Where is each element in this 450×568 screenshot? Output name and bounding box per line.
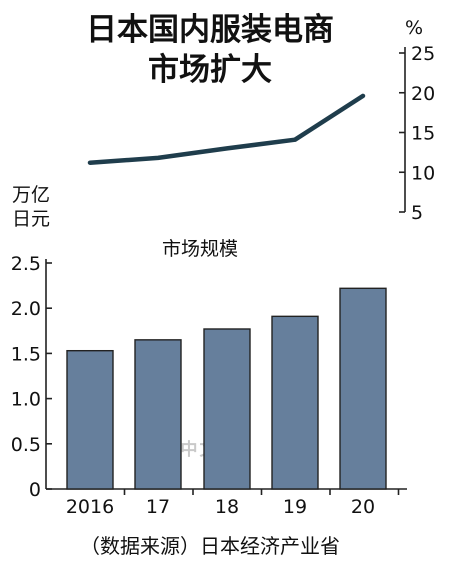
bar-x-tick-label: 18 [215,496,239,518]
bar-chart: 0 0.5 1.0 1.5 2.0 2.5 2016 17 18 19 20 [11,253,407,518]
bar [271,315,319,490]
line-y-tick-label: 15 [411,123,435,145]
bar-y-tick-label: 2.5 [11,253,41,275]
line-y-tick-label: 25 [411,43,435,65]
source-note: （数据来源）日本经济产业省 [80,534,340,558]
line-y-tick-label: 10 [411,162,435,184]
bar-y-tick-label: 1.5 [11,343,41,365]
line-unit-label: % [405,17,423,39]
bar-y-tick-label: 0.5 [11,434,41,456]
line-y-tick-label: 5 [411,202,423,224]
line-series [87,93,366,165]
line-chart: 5 10 15 20 25 [87,43,435,224]
bar [339,287,387,490]
line-y-tick-label: 20 [411,83,435,105]
bar [203,328,251,490]
chart-title-line-1: 日本国内服装电商 [86,12,334,48]
bar-unit-label-line-1: 万亿 [12,184,50,206]
bar-x-tick-label: 2016 [66,496,114,518]
chart-title-line-2: 市场扩大 [148,52,272,88]
bar-y-tick-label: 2.0 [11,298,41,320]
bar-y-tick-label: 1.0 [11,389,41,411]
bar-x-tick-label: 20 [351,496,375,518]
bar [66,349,114,490]
bar-unit-label-line-2: 日元 [12,208,50,230]
bar-chart-title: 市场规模 [162,238,238,260]
bar-x-tick-label: 17 [146,496,170,518]
bar-y-tick-label: 0 [29,479,41,501]
bar [134,339,182,490]
bar-x-tick-label: 19 [283,496,307,518]
